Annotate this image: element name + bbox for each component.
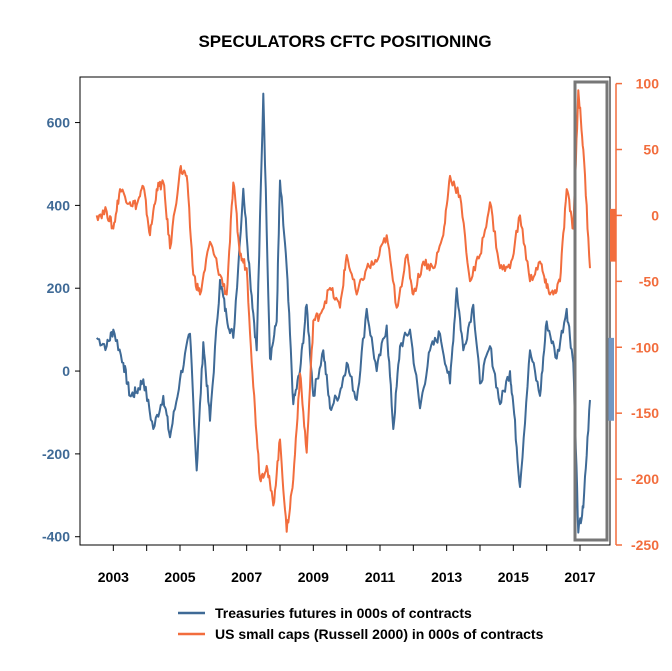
x-tick-label: 2005 <box>164 569 195 585</box>
x-tick-label: 2003 <box>98 569 129 585</box>
axes-group: -400 -200 0 200 400 600 -250 -200 -150 -100 -50 0 50… <box>42 76 659 585</box>
series-line-1 <box>95 89 591 533</box>
y-right-tick-label: -100 <box>631 339 659 355</box>
legend: Treasuries futures in 000s of contracts … <box>178 605 544 642</box>
y-left-tick-label: 600 <box>47 115 71 131</box>
y-right-tick-label: 50 <box>643 142 659 158</box>
y-right-tick-label: -150 <box>631 405 659 421</box>
y-left-tick-label: 0 <box>62 363 70 379</box>
y-right-tick-label: 0 <box>651 207 659 223</box>
legend-label-treasuries: Treasuries futures in 000s of contracts <box>215 605 472 621</box>
x-tick-label: 2013 <box>431 569 462 585</box>
y-right-tick-label: -50 <box>639 273 659 289</box>
legend-label-small-caps: US small caps (Russell 2000) in 000s of … <box>215 626 544 642</box>
y-left-tick-label: 200 <box>47 280 71 296</box>
y-right-tick-label: -250 <box>631 537 659 553</box>
plot-frame <box>79 76 611 546</box>
y-left-tick-label: -400 <box>42 529 70 545</box>
y-right-tick-label: 100 <box>636 76 660 92</box>
x-tick-label: 2007 <box>231 569 262 585</box>
x-tick-label: 2011 <box>365 569 396 585</box>
y-right-tick-label: -200 <box>631 471 659 487</box>
chart-title: SPECULATORS CFTC POSITIONING <box>198 32 491 51</box>
x-tick-label: 2017 <box>564 569 595 585</box>
series-group <box>95 89 616 534</box>
y-left-tick-label: 400 <box>47 197 71 213</box>
x-tick-label: 2015 <box>498 569 529 585</box>
highlight-box <box>573 80 609 542</box>
y-left-tick-label: -200 <box>42 446 70 462</box>
x-tick-label: 2009 <box>298 569 329 585</box>
series-line-0 <box>95 92 591 534</box>
